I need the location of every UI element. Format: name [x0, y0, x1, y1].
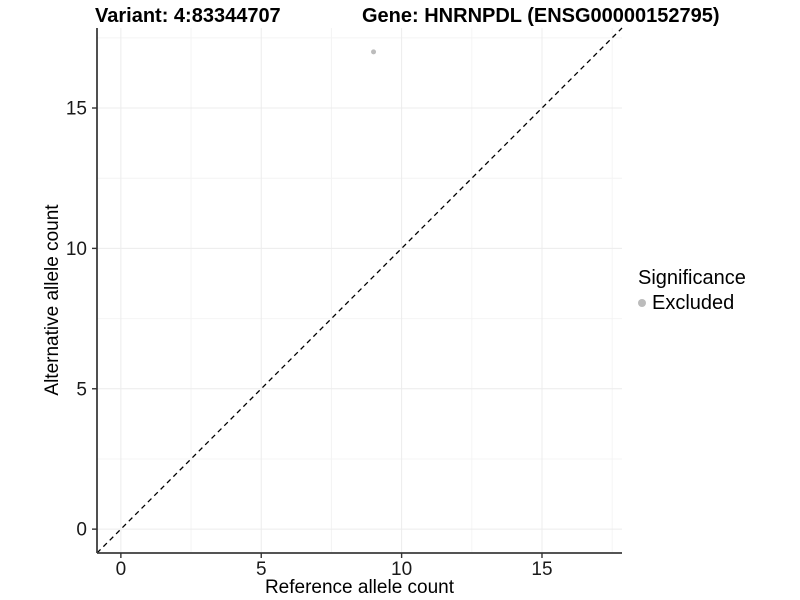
legend-item-label: Excluded [652, 292, 735, 314]
x-tick-label: 0 [116, 559, 127, 580]
data-point [371, 49, 377, 55]
variant-title: Variant: 4:83344707 [95, 5, 281, 27]
legend: Significance Excluded [638, 266, 746, 315]
x-tick-label: 10 [391, 559, 412, 580]
excluded-point-icon [638, 299, 646, 307]
legend-title: Significance [638, 267, 746, 289]
y-tick-label: 10 [66, 239, 87, 260]
legend-item-excluded: Excluded [638, 291, 746, 315]
x-axis-title: Reference allele count [264, 577, 455, 598]
identity-dashed-line [96, 27, 623, 554]
gene-title: Gene: HNRNPDL (ENSG00000152795) [362, 5, 720, 27]
y-tick-label: 15 [66, 99, 87, 120]
y-axis-title: Alternative allele count [42, 204, 63, 396]
x-tick-label: 15 [531, 559, 552, 580]
y-tick-label: 0 [76, 520, 87, 541]
y-tick-label: 5 [76, 379, 87, 400]
x-tick-label: 5 [256, 559, 267, 580]
